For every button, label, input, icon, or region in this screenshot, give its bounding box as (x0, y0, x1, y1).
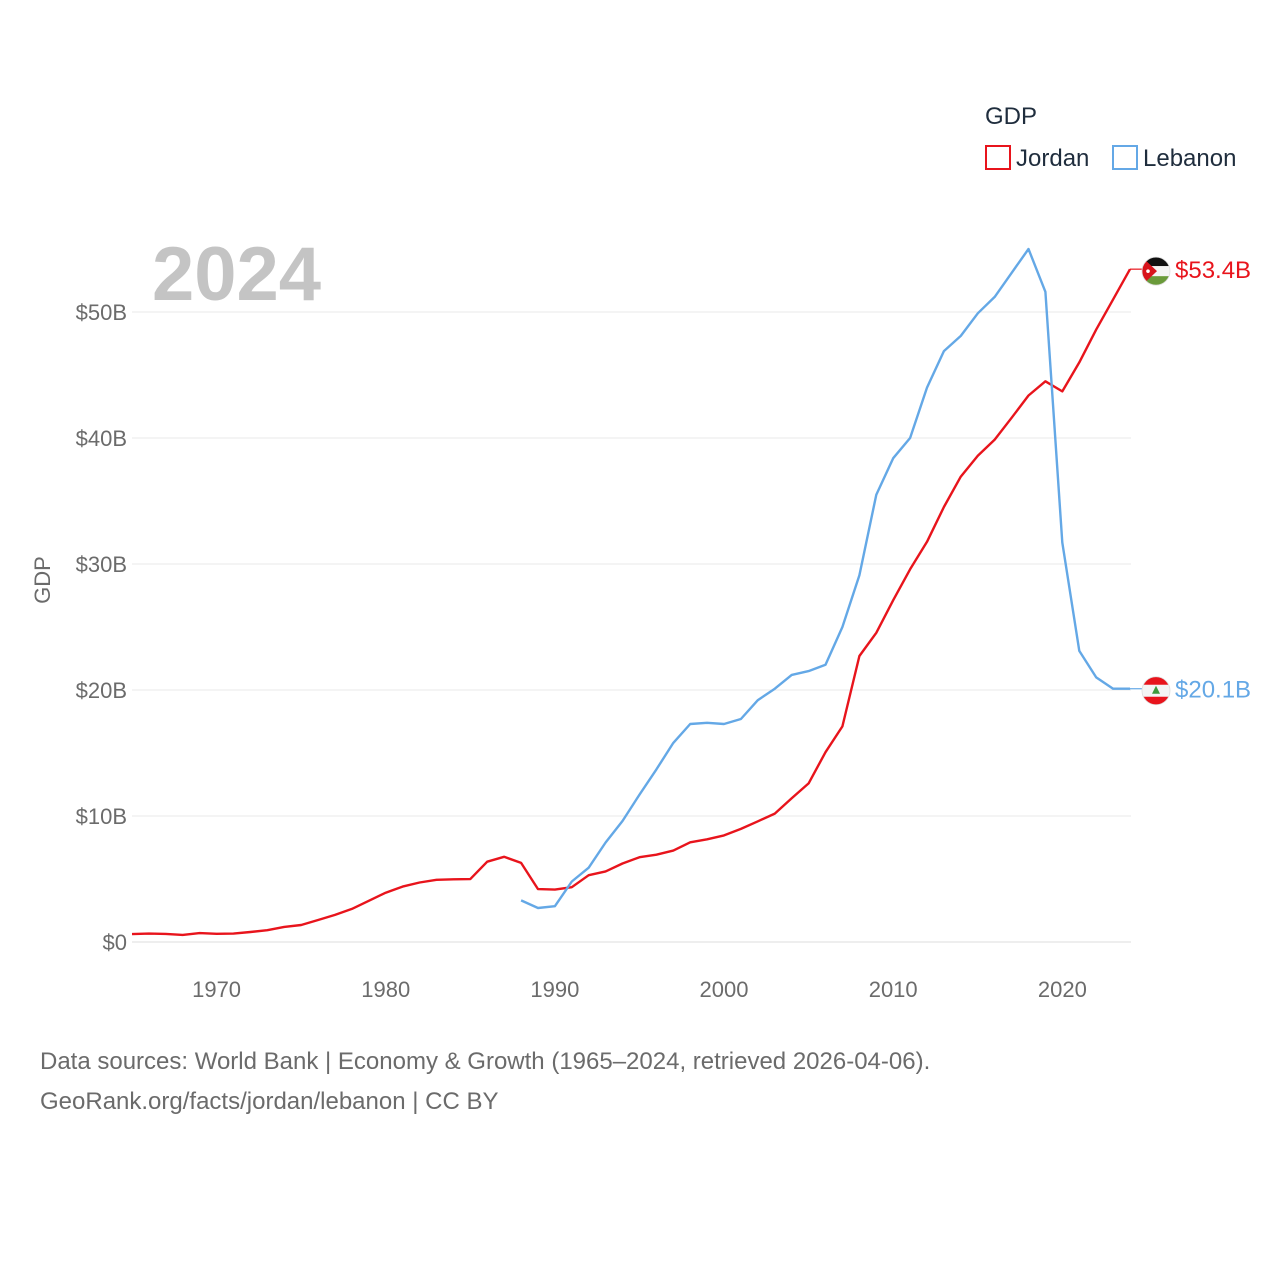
y-axis-title: GDP (30, 556, 55, 604)
series-line-lebanon[interactable] (520, 247, 1130, 910)
x-tick-label: 2010 (869, 977, 918, 1002)
legend-swatch-lebanon (1112, 145, 1138, 170)
source-footer: Data sources: World Bank | Economy & Gro… (40, 1042, 1240, 1122)
data-sources-text: Data sources: World Bank | Economy & Gro… (40, 1048, 931, 1075)
lebanon-flag-icon (1141, 676, 1171, 706)
series-lines (131, 247, 1132, 937)
legend-item-jordan[interactable]: Jordan (985, 145, 1089, 172)
y-tick-label: $30B (76, 552, 127, 577)
x-tick-label: 1970 (192, 977, 241, 1002)
y-tick-label: $0 (103, 930, 127, 955)
y-tick-label: $20B (76, 678, 127, 703)
x-axis: 1970 1980 1990 2000 2010 2020 (192, 977, 1087, 1002)
y-tick-label: $40B (76, 426, 127, 451)
y-tick-label: $50B (76, 300, 127, 325)
legend-swatch-jordan (985, 145, 1011, 170)
x-tick-label: 1990 (530, 977, 579, 1002)
legend-label-jordan: Jordan (1016, 145, 1089, 172)
series-line-jordan[interactable] (131, 268, 1132, 937)
end-labels: $53.4B $20.1B (1130, 256, 1251, 706)
legend: GDP Jordan Lebanon (985, 103, 1236, 172)
jordan-flag-icon (1141, 256, 1171, 286)
gdp-line-chart: $0 $10B $20B $30B $40B $50B 1970 1980 1990 2000 2… (30, 103, 1251, 1002)
legend-label-lebanon: Lebanon (1143, 145, 1236, 172)
legend-title: GDP (985, 103, 1037, 130)
y-axis: $0 $10B $20B $30B $40B $50B (76, 300, 127, 955)
y-tick-label: $10B (76, 804, 127, 829)
x-tick-label: 1980 (361, 977, 410, 1002)
end-value-label-jordan: $53.4B (1175, 257, 1251, 284)
x-tick-label: 2020 (1038, 977, 1087, 1002)
gridlines (132, 311, 1131, 943)
end-value-label-lebanon: $20.1B (1175, 677, 1251, 704)
year-stamp: 2024 (152, 232, 321, 317)
attribution-text: GeoRank.org/facts/jordan/lebanon | CC BY (40, 1088, 499, 1115)
x-tick-label: 2000 (700, 977, 749, 1002)
legend-item-lebanon[interactable]: Lebanon (1112, 145, 1236, 172)
